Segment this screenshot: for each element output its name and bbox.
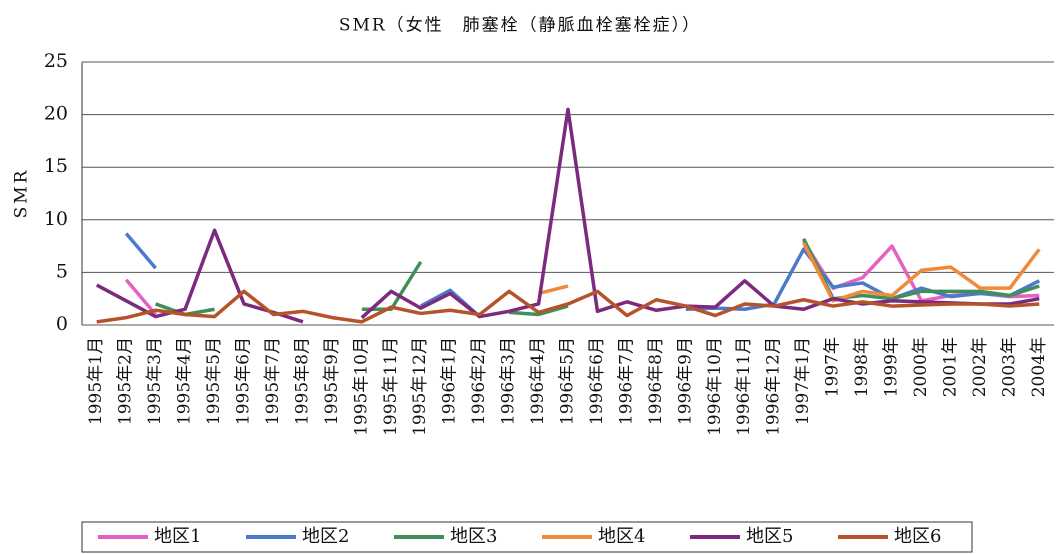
- y-tick-label: 15: [44, 155, 68, 177]
- x-tick-label: 2002年: [970, 337, 990, 397]
- x-tick-label: 2003年: [999, 337, 1019, 397]
- x-tick-label: 1995年5月: [204, 337, 224, 425]
- legend-box: [81, 521, 973, 553]
- x-tick-label: 1998年: [852, 337, 872, 397]
- x-tick-label: 1995年9月: [322, 337, 342, 425]
- legend-label: 地区5: [746, 526, 793, 547]
- y-axis-label: SMR: [12, 168, 32, 219]
- series-line: [685, 247, 1041, 311]
- x-tick-label: 2004年: [1029, 337, 1049, 397]
- legend-label: 地区2: [302, 526, 349, 547]
- series-line: [538, 284, 569, 296]
- x-tick-label: 1997年1月: [793, 337, 813, 425]
- x-tick-label: 1996年12月: [764, 337, 784, 436]
- x-tick-label: 1996年5月: [558, 337, 578, 425]
- x-tick-label: 2000年: [911, 337, 931, 397]
- x-tick-label: 1995年7月: [263, 337, 283, 425]
- x-tick-label: 1996年10月: [705, 337, 725, 436]
- x-tick-label: 1996年7月: [616, 337, 636, 425]
- x-tick-label: 1996年1月: [440, 337, 460, 425]
- x-tick-label: 1996年2月: [469, 337, 489, 425]
- x-tick-label: 1996年9月: [675, 337, 695, 425]
- y-tick-label: 0: [56, 313, 68, 335]
- legend-label: 地区3: [450, 526, 497, 547]
- x-tick-label: 1996年11月: [734, 337, 754, 436]
- x-tick-label: 1996年3月: [499, 337, 519, 425]
- series-line: [95, 228, 304, 324]
- x-tick-label: 1999年: [882, 337, 902, 397]
- x-tick-label: 1995年3月: [145, 337, 165, 425]
- series-line: [124, 232, 157, 270]
- x-tick-label: 1995年6月: [234, 337, 254, 425]
- x-tick-label: 1996年6月: [587, 337, 607, 425]
- x-tick-label: 1996年8月: [646, 337, 666, 425]
- series-line: [802, 242, 1041, 303]
- x-tick-label: 1995年2月: [116, 337, 136, 425]
- series-line: [360, 107, 1040, 319]
- x-tick-label: 1996年4月: [528, 337, 548, 425]
- x-tick-label: 1995年12月: [410, 337, 430, 436]
- y-tick-label: 5: [56, 260, 68, 282]
- x-tick-label: 1997年: [823, 337, 843, 397]
- x-tick-label: 1995年8月: [292, 337, 312, 425]
- series-line: [124, 278, 157, 316]
- x-tick-label: 1995年11月: [381, 337, 401, 436]
- legend-label: 地区6: [894, 526, 941, 547]
- x-tick-label: 1995年4月: [175, 337, 195, 425]
- series-line: [96, 289, 1040, 324]
- x-tick-label: 1995年10月: [351, 337, 371, 436]
- chart-title: SMR（女性 肺塞栓（静脈血栓塞栓症））: [339, 16, 701, 36]
- x-tick-label: 1995年1月: [86, 337, 106, 425]
- series-line: [508, 304, 569, 317]
- legend-label: 地区1: [154, 526, 201, 547]
- y-tick-label: 25: [44, 50, 68, 72]
- legend-label: 地区4: [598, 526, 645, 547]
- x-tick-label: 2001年: [940, 337, 960, 397]
- y-tick-label: 10: [44, 208, 68, 230]
- y-tick-label: 20: [44, 103, 68, 125]
